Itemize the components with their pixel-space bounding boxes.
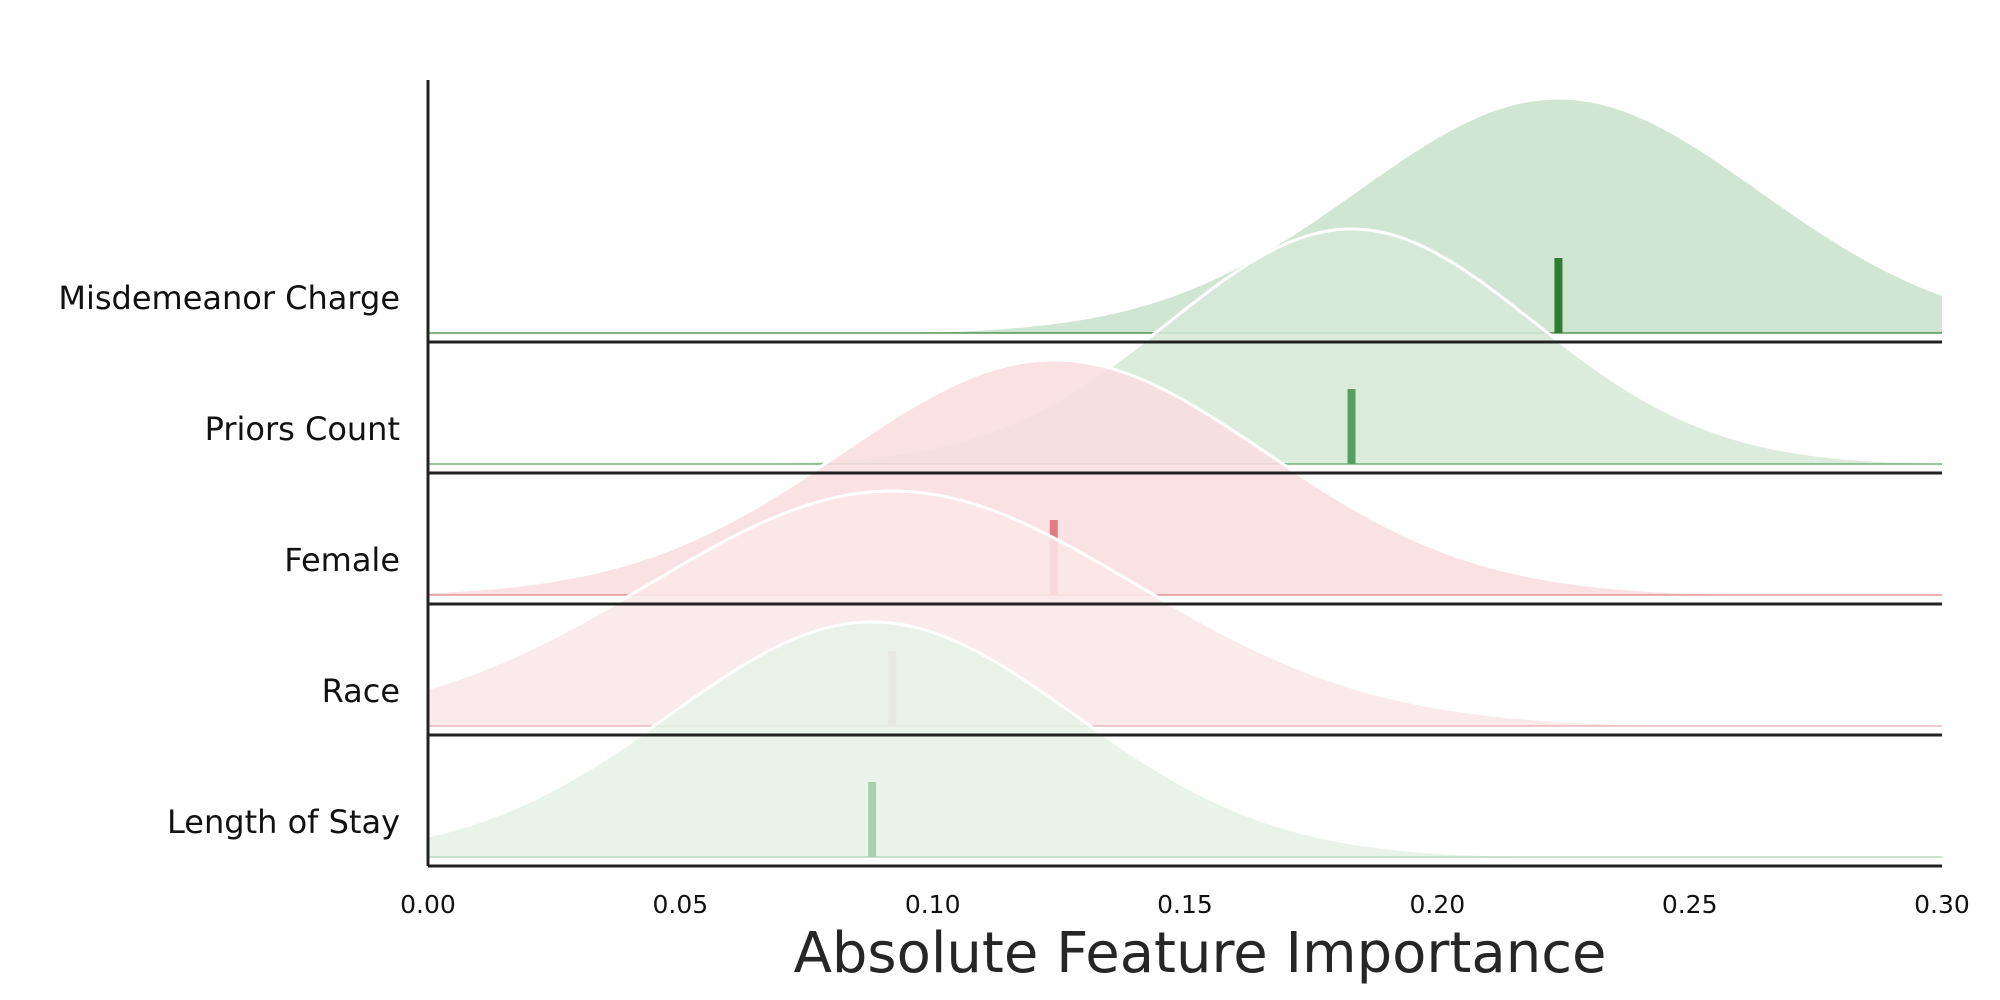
x-tick-label: 0.20 bbox=[1409, 890, 1465, 919]
x-tick-label: 0.10 bbox=[905, 890, 961, 919]
axes-layer: 0.00 0.05 0.10 0.15 0.20 0.25 0.30 bbox=[400, 80, 1970, 919]
x-tick-label: 0.05 bbox=[652, 890, 708, 919]
category-label: Length of Stay bbox=[167, 803, 400, 841]
x-axis-title: Absolute Feature Importance bbox=[794, 921, 1607, 986]
density-area bbox=[428, 622, 1942, 857]
x-tick-label: 0.00 bbox=[400, 890, 456, 919]
category-label: Race bbox=[322, 672, 400, 710]
density-area bbox=[428, 229, 1942, 464]
density-outline bbox=[427, 358, 1942, 597]
ridge-misdemeanor-charge bbox=[428, 96, 1943, 335]
density-area bbox=[428, 98, 1942, 333]
category-label: Priors Count bbox=[205, 410, 400, 448]
x-tick-label: 0.25 bbox=[1662, 890, 1718, 919]
category-label: Female bbox=[284, 541, 400, 579]
x-tick-label: 0.30 bbox=[1914, 890, 1970, 919]
x-tick-label: 0.15 bbox=[1157, 890, 1213, 919]
ridge-length-of-stay bbox=[427, 620, 1942, 859]
category-label: Misdemeanor Charge bbox=[58, 279, 400, 317]
category-labels: Misdemeanor Charge Priors Count Female Race… bbox=[58, 279, 400, 841]
ridges-layer bbox=[427, 96, 1943, 859]
